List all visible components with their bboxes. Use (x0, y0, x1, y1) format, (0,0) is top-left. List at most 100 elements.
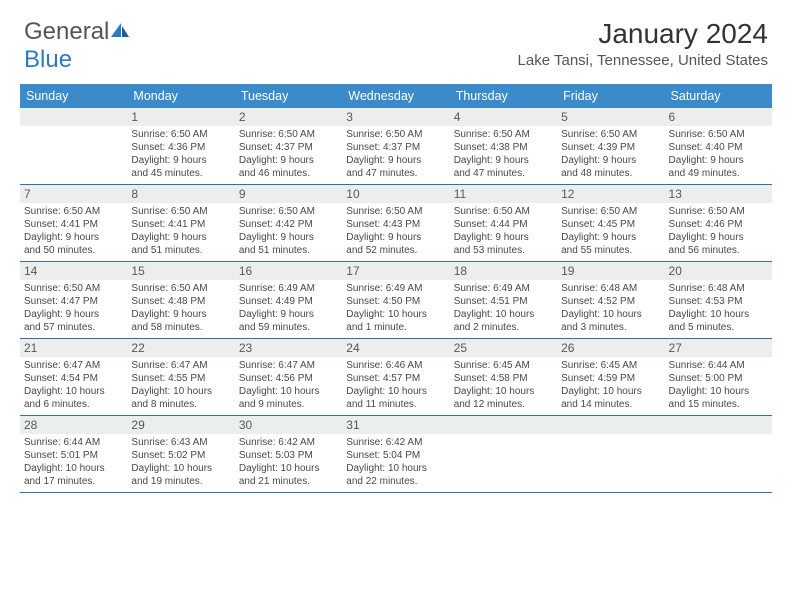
daylight-text-2: and 47 minutes. (454, 167, 553, 180)
day-number: 6 (665, 108, 772, 126)
day-info: Sunrise: 6:49 AMSunset: 4:51 PMDaylight:… (450, 280, 557, 338)
day-number: 16 (235, 262, 342, 280)
sunrise-text: Sunrise: 6:50 AM (346, 128, 445, 141)
day-number: 3 (342, 108, 449, 126)
weekday-cell: Thursday (450, 84, 557, 108)
weekday-cell: Monday (127, 84, 234, 108)
day-info: Sunrise: 6:47 AMSunset: 4:54 PMDaylight:… (20, 357, 127, 415)
weeks-container: 123456Sunrise: 6:50 AMSunset: 4:36 PMDay… (20, 108, 772, 493)
day-info: Sunrise: 6:50 AMSunset: 4:45 PMDaylight:… (557, 203, 664, 261)
header: General Blue January 2024 Lake Tansi, Te… (0, 0, 792, 78)
day-info: Sunrise: 6:50 AMSunset: 4:42 PMDaylight:… (235, 203, 342, 261)
day-number: 14 (20, 262, 127, 280)
daylight-text-2: and 58 minutes. (131, 321, 230, 334)
daylight-text-1: Daylight: 10 hours (454, 385, 553, 398)
daylight-text-2: and 48 minutes. (561, 167, 660, 180)
sunrise-text: Sunrise: 6:50 AM (239, 128, 338, 141)
sunset-text: Sunset: 5:02 PM (131, 449, 230, 462)
daylight-text-2: and 56 minutes. (669, 244, 768, 257)
week-row: 28293031Sunrise: 6:44 AMSunset: 5:01 PMD… (20, 416, 772, 493)
day-number: 24 (342, 339, 449, 357)
daylight-text-2: and 47 minutes. (346, 167, 445, 180)
sunset-text: Sunset: 4:37 PM (239, 141, 338, 154)
day-number: 15 (127, 262, 234, 280)
day-info (20, 126, 127, 184)
day-info: Sunrise: 6:48 AMSunset: 4:53 PMDaylight:… (665, 280, 772, 338)
sunset-text: Sunset: 4:56 PM (239, 372, 338, 385)
week-row: 21222324252627Sunrise: 6:47 AMSunset: 4:… (20, 339, 772, 416)
daylight-text-2: and 51 minutes. (131, 244, 230, 257)
sunset-text: Sunset: 4:47 PM (24, 295, 123, 308)
daylight-text-1: Daylight: 9 hours (561, 231, 660, 244)
sunset-text: Sunset: 4:46 PM (669, 218, 768, 231)
day-number: 21 (20, 339, 127, 357)
daylight-text-2: and 57 minutes. (24, 321, 123, 334)
sunrise-text: Sunrise: 6:50 AM (669, 128, 768, 141)
day-info: Sunrise: 6:43 AMSunset: 5:02 PMDaylight:… (127, 434, 234, 492)
sunset-text: Sunset: 4:59 PM (561, 372, 660, 385)
logo-text-general: General (24, 18, 109, 45)
day-number: 8 (127, 185, 234, 203)
day-number: 11 (450, 185, 557, 203)
sunset-text: Sunset: 4:58 PM (454, 372, 553, 385)
day-number: 20 (665, 262, 772, 280)
day-info: Sunrise: 6:50 AMSunset: 4:46 PMDaylight:… (665, 203, 772, 261)
day-info: Sunrise: 6:49 AMSunset: 4:49 PMDaylight:… (235, 280, 342, 338)
sunset-text: Sunset: 5:00 PM (669, 372, 768, 385)
sunset-text: Sunset: 4:48 PM (131, 295, 230, 308)
day-number: 28 (20, 416, 127, 434)
day-info: Sunrise: 6:50 AMSunset: 4:41 PMDaylight:… (20, 203, 127, 261)
sunrise-text: Sunrise: 6:42 AM (239, 436, 338, 449)
sunrise-text: Sunrise: 6:50 AM (24, 282, 123, 295)
sunset-text: Sunset: 4:55 PM (131, 372, 230, 385)
sunset-text: Sunset: 4:57 PM (346, 372, 445, 385)
sunset-text: Sunset: 4:41 PM (131, 218, 230, 231)
sunrise-text: Sunrise: 6:50 AM (131, 282, 230, 295)
daylight-text-2: and 11 minutes. (346, 398, 445, 411)
sunset-text: Sunset: 5:04 PM (346, 449, 445, 462)
logo-text: General Blue (24, 18, 131, 74)
location-text: Lake Tansi, Tennessee, United States (518, 52, 768, 69)
sunrise-text: Sunrise: 6:46 AM (346, 359, 445, 372)
daylight-text-1: Daylight: 10 hours (239, 385, 338, 398)
sunrise-text: Sunrise: 6:48 AM (669, 282, 768, 295)
weekday-cell: Saturday (665, 84, 772, 108)
sunset-text: Sunset: 4:36 PM (131, 141, 230, 154)
day-info: Sunrise: 6:50 AMSunset: 4:37 PMDaylight:… (235, 126, 342, 184)
daylight-text-1: Daylight: 10 hours (561, 385, 660, 398)
sunset-text: Sunset: 4:51 PM (454, 295, 553, 308)
sunset-text: Sunset: 4:54 PM (24, 372, 123, 385)
sunrise-text: Sunrise: 6:50 AM (346, 205, 445, 218)
day-info (450, 434, 557, 492)
day-number (557, 416, 664, 434)
calendar: SundayMondayTuesdayWednesdayThursdayFrid… (20, 84, 772, 493)
sunrise-text: Sunrise: 6:50 AM (454, 128, 553, 141)
day-number: 27 (665, 339, 772, 357)
sunrise-text: Sunrise: 6:50 AM (239, 205, 338, 218)
daylight-text-1: Daylight: 10 hours (346, 462, 445, 475)
day-number: 1 (127, 108, 234, 126)
sunset-text: Sunset: 5:03 PM (239, 449, 338, 462)
daylight-text-2: and 46 minutes. (239, 167, 338, 180)
daylight-text-1: Daylight: 9 hours (239, 308, 338, 321)
sunrise-text: Sunrise: 6:47 AM (131, 359, 230, 372)
daylight-text-1: Daylight: 9 hours (669, 154, 768, 167)
sunset-text: Sunset: 5:01 PM (24, 449, 123, 462)
daylight-text-2: and 12 minutes. (454, 398, 553, 411)
sunrise-text: Sunrise: 6:50 AM (131, 205, 230, 218)
day-info: Sunrise: 6:45 AMSunset: 4:59 PMDaylight:… (557, 357, 664, 415)
daylight-text-2: and 59 minutes. (239, 321, 338, 334)
day-number (450, 416, 557, 434)
daylight-text-1: Daylight: 10 hours (131, 385, 230, 398)
daylight-text-2: and 22 minutes. (346, 475, 445, 488)
day-info: Sunrise: 6:50 AMSunset: 4:48 PMDaylight:… (127, 280, 234, 338)
sunset-text: Sunset: 4:43 PM (346, 218, 445, 231)
daylight-text-2: and 5 minutes. (669, 321, 768, 334)
day-number (665, 416, 772, 434)
daylight-text-2: and 6 minutes. (24, 398, 123, 411)
daylight-text-1: Daylight: 10 hours (346, 385, 445, 398)
daylight-text-1: Daylight: 10 hours (346, 308, 445, 321)
sunrise-text: Sunrise: 6:50 AM (561, 128, 660, 141)
sunset-text: Sunset: 4:39 PM (561, 141, 660, 154)
week-row: 78910111213Sunrise: 6:50 AMSunset: 4:41 … (20, 185, 772, 262)
